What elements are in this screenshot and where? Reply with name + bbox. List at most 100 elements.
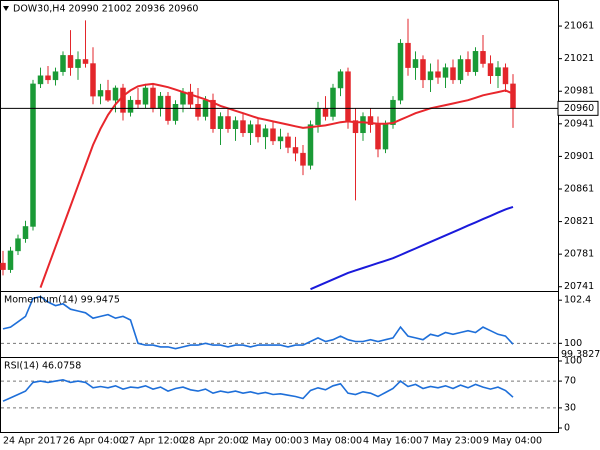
candle-body	[405, 42, 411, 68]
candle-body	[450, 67, 456, 81]
candle-body	[37, 75, 44, 85]
candle-body	[495, 67, 501, 77]
candle-body	[397, 42, 404, 101]
moving-average	[39, 82, 514, 288]
candle-body	[375, 124, 381, 150]
candle-body	[307, 124, 314, 166]
candle-body	[22, 226, 29, 239]
candle-body	[75, 59, 81, 68]
candle-body	[337, 71, 344, 89]
candle-body	[420, 59, 426, 81]
candle-body	[262, 128, 269, 138]
y-tick-label: 20981	[564, 86, 594, 97]
y-tick-label: 21021	[564, 53, 594, 64]
last-value-label: 99.3827	[561, 349, 600, 360]
candle-body	[97, 90, 104, 97]
candle-body	[285, 136, 291, 148]
candle-body	[465, 59, 471, 72]
panel-title: RSI(14) 46.0758	[4, 361, 81, 372]
candle-body	[247, 124, 254, 134]
candle-body	[60, 55, 66, 72]
moving-average	[310, 205, 514, 291]
candle-body	[15, 238, 21, 252]
menu-arrow	[3, 6, 9, 11]
x-tick-label: 28 Apr 20:00	[183, 436, 245, 447]
candle-body	[225, 116, 231, 129]
candle-body	[30, 83, 36, 227]
panel-title: Momentum(14) 99.9475	[4, 295, 120, 306]
candle-body	[232, 120, 239, 129]
last-price-label: 20960	[564, 103, 594, 114]
candle-body	[135, 99, 141, 105]
candle-body	[150, 87, 156, 109]
candle-body	[480, 51, 486, 64]
candle-body	[240, 120, 246, 134]
y-tick-label: 100	[564, 356, 582, 367]
x-tick-label: 24 Apr 2017	[3, 436, 62, 447]
candle-body	[412, 59, 419, 68]
candle-body	[45, 75, 51, 81]
candle-body	[330, 87, 336, 117]
candle-body	[322, 108, 329, 117]
candle-body	[352, 120, 359, 134]
last-price-box	[557, 100, 599, 116]
x-tick-label: 2 May 00:00	[243, 436, 302, 447]
candle-body	[255, 124, 261, 138]
candle-body	[187, 91, 194, 105]
candle-body	[510, 83, 516, 109]
y-tick-label: 30	[564, 402, 576, 413]
candle-body	[0, 262, 6, 270]
y-tick-label: 20821	[564, 216, 594, 227]
y-tick-label: 21061	[564, 21, 594, 32]
candle-body	[382, 124, 389, 150]
candle-body	[442, 67, 449, 78]
candle-body	[300, 152, 306, 166]
y-tick-label: 100	[564, 338, 582, 349]
candle-body	[345, 71, 351, 121]
candle-body	[82, 59, 89, 64]
candle-body	[270, 128, 276, 142]
y-tick-label: 102.4	[564, 295, 591, 306]
y-tick-label: 20741	[564, 281, 594, 292]
x-tick-label: 7 May 23:00	[423, 436, 482, 447]
y-tick-label: 20781	[564, 249, 594, 260]
candle-body	[210, 99, 216, 129]
x-tick-label: 4 May 16:00	[363, 436, 422, 447]
indicator-line	[2, 378, 514, 402]
panel-frame	[0, 357, 559, 433]
y-tick-label: 20861	[564, 183, 594, 194]
candle-body	[427, 71, 434, 81]
indicator-line	[2, 295, 514, 350]
candle-body	[472, 51, 479, 72]
candle-body	[315, 108, 321, 125]
panel-title: DOW30,H4 20990 21002 20936 20960	[13, 4, 198, 15]
x-tick-label: 27 Apr 12:00	[123, 436, 185, 447]
y-tick-label: 20901	[564, 151, 594, 162]
candle-body	[7, 250, 14, 270]
candle-body	[502, 67, 509, 85]
candle-body	[90, 63, 96, 97]
candle-body	[112, 87, 119, 101]
candle-body	[390, 99, 396, 125]
candle-body	[172, 104, 179, 121]
candle-body	[142, 87, 149, 105]
candle-body	[457, 59, 464, 81]
candle-body	[360, 116, 366, 134]
candle-body	[157, 95, 164, 109]
candle-body	[67, 55, 74, 68]
candle-body	[487, 63, 494, 77]
y-tick-label: 0	[564, 423, 570, 434]
candle-body	[367, 116, 374, 125]
candle-body	[195, 104, 201, 117]
candle-body	[277, 136, 284, 142]
y-tick-label: 70	[564, 376, 576, 387]
x-tick-label: 9 May 04:00	[483, 436, 542, 447]
candle-body	[52, 71, 59, 81]
candle-body	[180, 91, 186, 105]
candle-body	[127, 99, 134, 113]
x-tick-label: 3 May 08:00	[303, 436, 362, 447]
candle-body	[435, 71, 441, 78]
